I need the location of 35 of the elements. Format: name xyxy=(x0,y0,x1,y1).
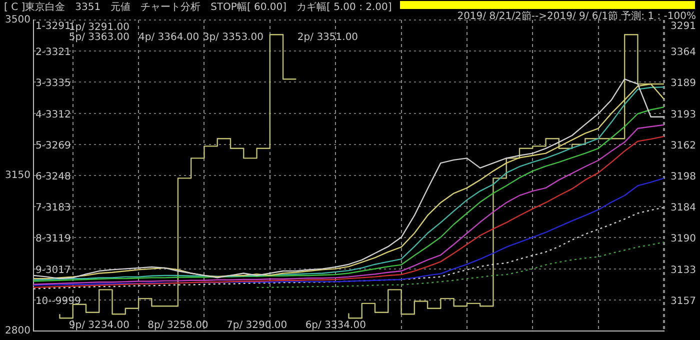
y-tick-label: 3150 xyxy=(4,170,30,182)
annotation: 3-3335 xyxy=(35,78,71,90)
chart-title: [ C ]東京白金 3351 元値 チャート分析 STOP幅[ 60.00] カギ幅[ 5.00 : 2.00] xyxy=(4,1,392,13)
text: 3189 xyxy=(670,78,696,90)
annotation: 6-3248 xyxy=(35,172,71,182)
y-tick-label: 2800 xyxy=(4,326,30,337)
annotation: 1p/ 3291.00 xyxy=(68,22,130,33)
annotation: 1-3291 xyxy=(35,21,71,32)
annotation: 8-3119 xyxy=(35,234,71,245)
annotation: 7-3183 xyxy=(35,202,71,214)
y-tick-label: 3500 xyxy=(4,14,30,26)
annotation: 6p/ 3334.00 xyxy=(305,320,366,331)
annotation: 2-3321 xyxy=(35,47,71,58)
annotation: 8p/ 3258.00 xyxy=(148,320,208,331)
line-series xyxy=(256,242,665,288)
text: 3291 xyxy=(670,21,696,32)
text: 3364 xyxy=(670,47,696,58)
annotation: 10--9999 xyxy=(35,296,81,307)
annotation: 5-3269 xyxy=(35,140,71,152)
annotation: 9p/ 3234.00 xyxy=(68,320,130,331)
text: 3157 xyxy=(670,296,696,307)
annotation: 4p/ 3364.00 xyxy=(138,32,200,43)
text: 3133 xyxy=(670,264,696,276)
annotation: 5p/ 3363.00 xyxy=(68,32,130,43)
text: 3198 xyxy=(670,172,696,182)
text: 3184 xyxy=(670,202,696,214)
text: 3162 xyxy=(670,140,696,152)
text: 3193 xyxy=(670,109,696,120)
annotation: 2p/ 3351.00 xyxy=(297,32,358,43)
annotation: 3p/ 3353.00 xyxy=(202,32,264,43)
text: 3190 xyxy=(670,234,696,245)
chart-subtitle: 2019/ 8/21/2節-->2019/ 9/ 6/1節 予測: 1 : -100% xyxy=(457,10,696,22)
annotation: 9-3017 xyxy=(35,264,71,276)
annotation: 4-3312 xyxy=(35,109,71,120)
annotation: 7p/ 3290.00 xyxy=(226,320,288,331)
